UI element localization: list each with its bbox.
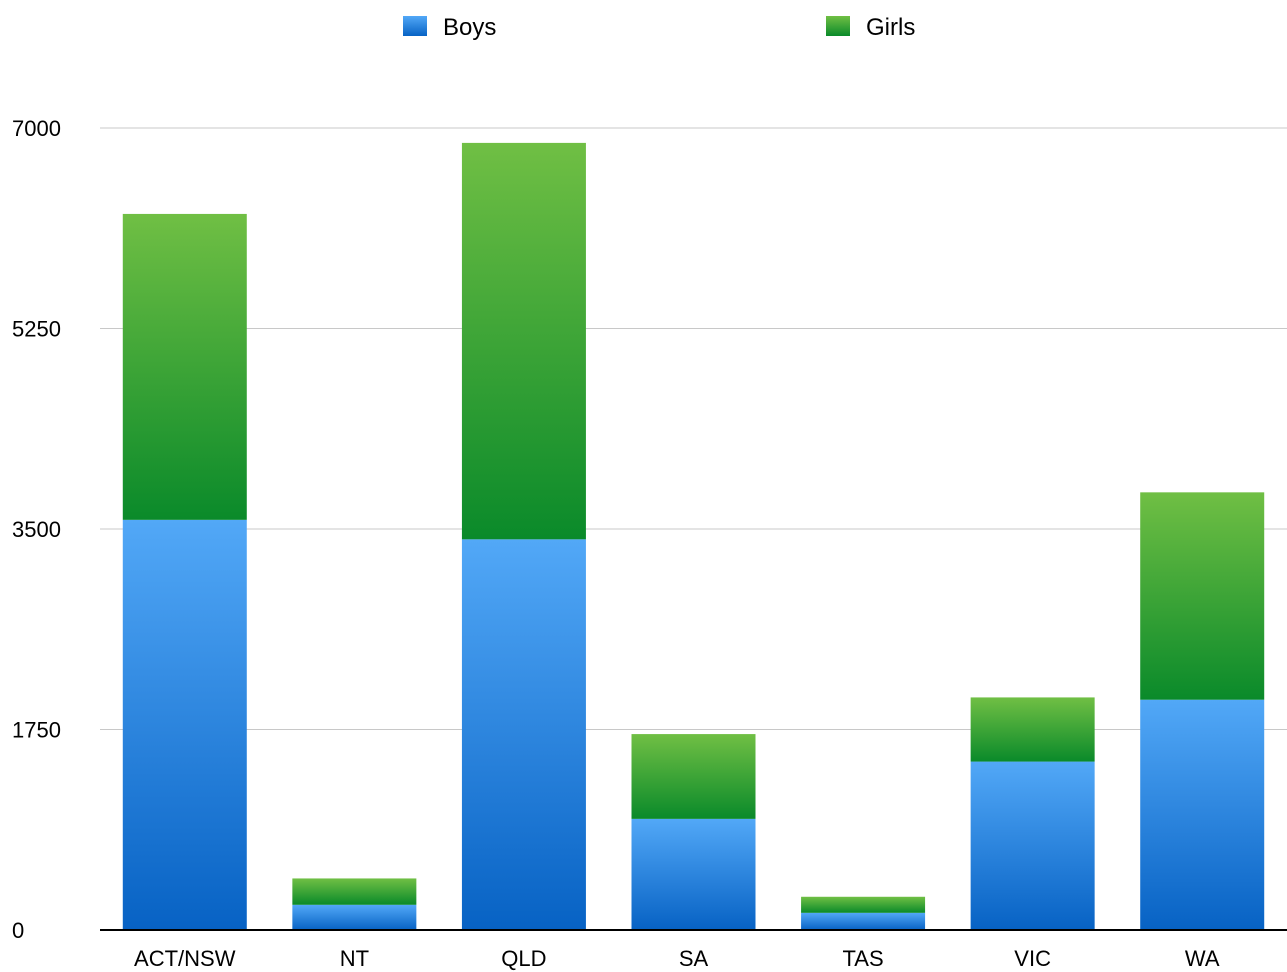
bar-girls-wa bbox=[1140, 492, 1265, 700]
bar-boys-tas bbox=[801, 912, 926, 930]
legend: Boys Girls bbox=[403, 14, 915, 41]
x-tick-label-vic: VIC bbox=[1014, 946, 1051, 971]
bar-boys-wa bbox=[1140, 699, 1265, 930]
x-tick-label-sa: SA bbox=[679, 946, 709, 971]
y-tick-label-0: 0 bbox=[12, 918, 24, 943]
bar-girls-qld bbox=[461, 142, 586, 540]
bars bbox=[122, 142, 1265, 930]
bar-boys-vic bbox=[970, 761, 1095, 930]
legend-label-boys: Boys bbox=[443, 14, 496, 41]
bar-girls-sa bbox=[631, 734, 756, 819]
x-tick-label-qld: QLD bbox=[501, 946, 546, 971]
x-tick-label-nt: NT bbox=[340, 946, 369, 971]
bar-boys-qld bbox=[461, 539, 586, 930]
bar-girls-tas bbox=[801, 896, 926, 913]
bar-boys-nt bbox=[292, 904, 417, 930]
y-tick-label-5250: 5250 bbox=[12, 317, 61, 342]
x-tick-label-wa: WA bbox=[1185, 946, 1220, 971]
x-tick-label-act-nsw: ACT/NSW bbox=[134, 946, 236, 971]
x-tick-label-tas: TAS bbox=[842, 946, 883, 971]
legend-swatch-boys bbox=[403, 16, 427, 36]
y-tick-label-7000: 7000 bbox=[12, 116, 61, 141]
y-tick-label-1750: 1750 bbox=[12, 718, 61, 743]
axes: 0 1750 3500 5250 7000 ACT/NSW NT QLD SA TAS VIC WA bbox=[12, 116, 1287, 971]
bar-boys-act-nsw bbox=[122, 519, 247, 930]
legend-swatch-girls bbox=[826, 16, 850, 36]
bar-girls-nt bbox=[292, 878, 417, 905]
legend-label-girls: Girls bbox=[866, 14, 915, 41]
y-tick-label-3500: 3500 bbox=[12, 517, 61, 542]
grid-lines bbox=[100, 127, 1287, 730]
bar-girls-vic bbox=[970, 697, 1095, 762]
bar-boys-sa bbox=[631, 818, 756, 930]
bar-girls-act-nsw bbox=[122, 213, 247, 520]
